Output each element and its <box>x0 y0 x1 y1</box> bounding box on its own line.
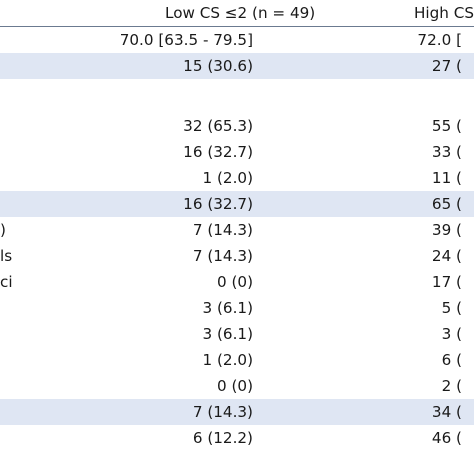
table-row: 3 (6.1) 3 ( <box>0 321 474 347</box>
high-cs-value: 24 ( <box>431 247 462 265</box>
high-cs-value: 2 ( <box>441 377 462 395</box>
table-row: 1 (2.0) 11 ( <box>0 165 474 191</box>
high-cs-value: 34 ( <box>431 403 462 421</box>
row-label: ) <box>0 221 6 239</box>
high-cs-value: 11 ( <box>431 169 462 187</box>
table-row: 3 (6.1) 5 ( <box>0 295 474 321</box>
low-cs-value: 7 (14.3) <box>192 247 253 265</box>
low-cs-value: 15 (30.6) <box>183 57 253 75</box>
low-cs-value: 0 (0) <box>216 273 253 291</box>
low-cs-value: 1 (2.0) <box>202 351 254 369</box>
low-cs-value: 0 (0) <box>216 377 253 395</box>
header-high-cs: High CS <box>414 4 474 22</box>
high-cs-value: 65 ( <box>431 195 462 213</box>
table-row: 16 (32.7) 65 ( <box>0 191 474 217</box>
table-row: 0 (0) 2 ( <box>0 373 474 399</box>
low-cs-value: 16 (32.7) <box>183 143 253 161</box>
low-cs-value: 6 (12.2) <box>192 429 253 447</box>
table-row: ls 7 (14.3) 24 ( <box>0 243 474 269</box>
low-cs-value: 7 (14.3) <box>192 221 253 239</box>
row-label: ci <box>0 273 13 291</box>
table-row <box>0 79 474 113</box>
row-label: ls <box>0 247 13 265</box>
table-row: 7 (14.3) 34 ( <box>0 399 474 425</box>
low-cs-value: 3 (6.1) <box>202 299 254 317</box>
low-cs-value: 3 (6.1) <box>202 325 254 343</box>
high-cs-value: 39 ( <box>431 221 462 239</box>
header-low-cs: Low CS ≤2 (n = 49) <box>165 4 316 22</box>
high-cs-value: 3 ( <box>441 325 462 343</box>
high-cs-value: 46 ( <box>431 429 462 447</box>
table-row: 70.0 [63.5 - 79.5] 72.0 [ <box>0 27 474 53</box>
table-row: 6 (12.2) 46 ( <box>0 425 474 451</box>
high-cs-value: 33 ( <box>431 143 462 161</box>
table-row: 16 (32.7) 33 ( <box>0 139 474 165</box>
table-row: ci 0 (0) 17 ( <box>0 269 474 295</box>
characteristics-table: Low CS ≤2 (n = 49) High CS 70.0 [63.5 - … <box>0 0 474 451</box>
low-cs-value: 32 (65.3) <box>183 117 253 135</box>
table-header-row: Low CS ≤2 (n = 49) High CS <box>0 0 474 27</box>
high-cs-value: 17 ( <box>431 273 462 291</box>
table-row: ) 7 (14.3) 39 ( <box>0 217 474 243</box>
high-cs-value: 6 ( <box>441 351 462 369</box>
table-row: 15 (30.6) 27 ( <box>0 53 474 79</box>
table-body: 70.0 [63.5 - 79.5] 72.0 [ 15 (30.6) 27 ( 32 … <box>0 27 474 451</box>
low-cs-value: 1 (2.0) <box>202 169 254 187</box>
low-cs-value: 70.0 [63.5 - 79.5] <box>119 31 253 49</box>
high-cs-value: 72.0 [ <box>417 31 462 49</box>
high-cs-value: 27 ( <box>431 57 462 75</box>
table-row: 1 (2.0) 6 ( <box>0 347 474 373</box>
high-cs-value: 55 ( <box>431 117 462 135</box>
low-cs-value: 7 (14.3) <box>192 403 253 421</box>
high-cs-value: 5 ( <box>441 299 462 317</box>
low-cs-value: 16 (32.7) <box>183 195 253 213</box>
table-row: 32 (65.3) 55 ( <box>0 113 474 139</box>
